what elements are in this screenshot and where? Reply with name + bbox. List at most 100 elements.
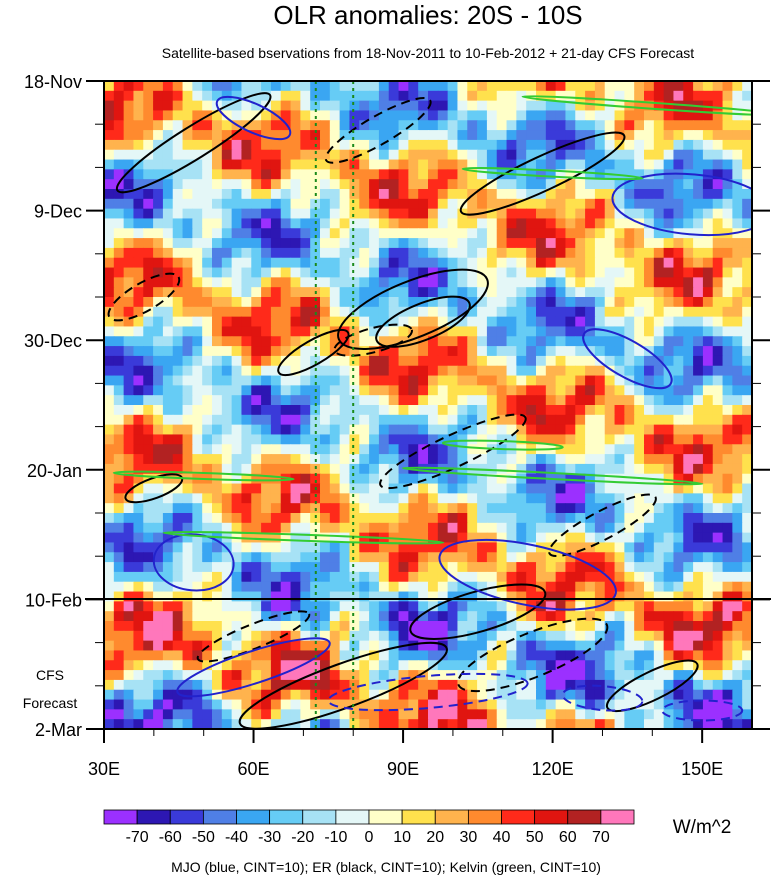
field-cell (722, 601, 733, 612)
field-cell (113, 591, 125, 602)
field-cell (732, 689, 743, 701)
field-cell (594, 336, 606, 347)
field-cell (673, 179, 684, 190)
field-cell (202, 297, 213, 308)
field-cell (506, 405, 517, 416)
field-cell (516, 473, 527, 485)
field-cell (555, 395, 567, 406)
field-cell (378, 562, 390, 573)
field-cell (212, 120, 223, 131)
field-cell (359, 503, 370, 514)
field-cell (378, 640, 390, 652)
plot-frame (103, 80, 753, 730)
field-cell (594, 483, 606, 494)
field-cell (732, 640, 743, 652)
field-cell (270, 90, 282, 102)
field-cell (732, 247, 743, 259)
field-cell (732, 542, 743, 553)
field-cell (290, 630, 301, 642)
field-cell (339, 444, 351, 455)
field-cell (212, 365, 223, 377)
field-cell (624, 571, 635, 583)
field-cell (486, 120, 498, 131)
anomaly-field (104, 81, 752, 729)
colorbar-swatch (368, 809, 403, 825)
field-cell (280, 218, 292, 229)
field-cell (221, 581, 233, 593)
field-cell (477, 414, 488, 426)
field-cell (388, 670, 400, 681)
field-cell (212, 699, 223, 710)
field-cell (378, 316, 390, 328)
field-cell (378, 414, 390, 426)
field-cell (221, 660, 233, 671)
field-cell (732, 473, 743, 485)
field-cell (143, 247, 154, 259)
field-cell (447, 630, 459, 642)
field-cell (437, 257, 449, 269)
field-cell (526, 670, 537, 681)
field-cell (536, 297, 547, 308)
field-cell (663, 316, 675, 328)
field-cell (241, 513, 252, 524)
field-cell (565, 601, 576, 612)
field-cell (712, 473, 724, 485)
field-cell (153, 385, 164, 396)
field-cell (192, 719, 203, 729)
field-cell (428, 100, 439, 112)
field-cell (270, 218, 282, 229)
field-cell (202, 463, 213, 475)
field-cell (575, 473, 586, 485)
field-cell (516, 306, 527, 318)
field-cell (261, 542, 272, 553)
field-cell (702, 503, 714, 514)
field-cell (712, 306, 724, 318)
field-cell (536, 169, 547, 180)
field-cell (693, 562, 704, 573)
field-cell (251, 562, 262, 573)
field-cell (300, 522, 311, 534)
field-cell (261, 571, 272, 583)
field-cell (526, 139, 537, 151)
field-cell (280, 414, 292, 426)
field-cell (477, 306, 488, 318)
field-cell (153, 562, 164, 573)
field-cell (212, 719, 223, 729)
field-cell (693, 444, 704, 455)
field-cell (732, 287, 743, 298)
field-cell (261, 306, 272, 318)
field-cell (408, 385, 419, 396)
field-cell (388, 562, 400, 573)
field-cell (604, 385, 616, 396)
field-cell (182, 513, 193, 524)
field-cell (339, 139, 351, 151)
field-cell (162, 483, 174, 494)
field-cell (388, 414, 400, 426)
field-cell (212, 346, 223, 357)
field-cell (732, 670, 743, 681)
field-cell (133, 149, 144, 161)
field-cell (231, 611, 243, 622)
colorbar-label: 50 (526, 829, 544, 846)
field-cell (447, 513, 459, 524)
field-cell (300, 385, 311, 396)
field-cell (300, 316, 311, 328)
field-cell (418, 189, 429, 200)
field-cell (585, 640, 596, 652)
field-cell (329, 532, 341, 544)
field-cell (526, 130, 537, 141)
field-cell (467, 306, 478, 318)
field-cell (241, 297, 252, 308)
field-cell (742, 355, 752, 367)
field-cell (349, 238, 360, 249)
field-cell (270, 355, 282, 367)
field-cell (172, 267, 184, 278)
field-cell (202, 414, 213, 426)
field-cell (604, 591, 616, 602)
field-cell (614, 375, 625, 386)
field-cell (231, 149, 243, 161)
field-cell (378, 130, 390, 141)
field-cell (644, 90, 655, 102)
field-cell (153, 424, 164, 436)
